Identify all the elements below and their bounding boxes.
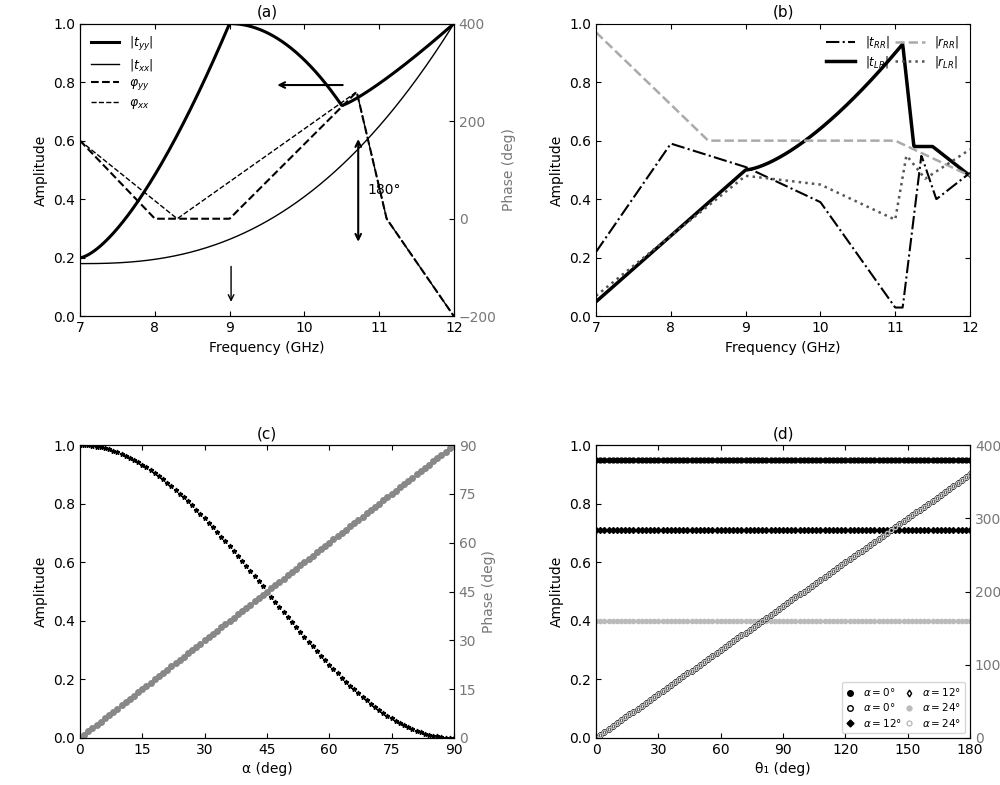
Y-axis label: Phase (deg): Phase (deg) (502, 129, 516, 211)
Legend: $|t_{RR}|$, $|t_{LR}|$, $|r_{RR}|$, $|r_{LR}|$: $|t_{RR}|$, $|t_{LR}|$, $|r_{RR}|$, $|r_… (821, 30, 964, 75)
Y-axis label: Amplitude: Amplitude (550, 556, 564, 627)
Title: (a): (a) (256, 5, 278, 20)
Y-axis label: Amplitude: Amplitude (550, 134, 564, 206)
Title: (b): (b) (772, 5, 794, 20)
Legend: $\alpha=0°$, $\alpha=0°$, $\alpha=12°$, $\alpha=12°$, $\alpha=24°$, $\alpha=24°$: $\alpha=0°$, $\alpha=0°$, $\alpha=12°$, … (842, 682, 965, 732)
Y-axis label: Amplitude: Amplitude (34, 556, 48, 627)
Text: 180°: 180° (367, 184, 401, 197)
Y-axis label: Amplitude: Amplitude (34, 134, 48, 206)
Y-axis label: Phase (deg): Phase (deg) (482, 550, 496, 633)
X-axis label: α (deg): α (deg) (242, 762, 292, 776)
Title: (c): (c) (257, 426, 277, 441)
X-axis label: θ₁ (deg): θ₁ (deg) (755, 762, 811, 776)
Title: (d): (d) (772, 426, 794, 441)
X-axis label: Frequency (GHz): Frequency (GHz) (725, 341, 841, 355)
Legend: $|t_{yy}|$, $|t_{xx}|$, $\varphi_{yy}$, $\varphi_{xx}$: $|t_{yy}|$, $|t_{xx}|$, $\varphi_{yy}$, … (86, 30, 158, 116)
X-axis label: Frequency (GHz): Frequency (GHz) (209, 341, 325, 355)
